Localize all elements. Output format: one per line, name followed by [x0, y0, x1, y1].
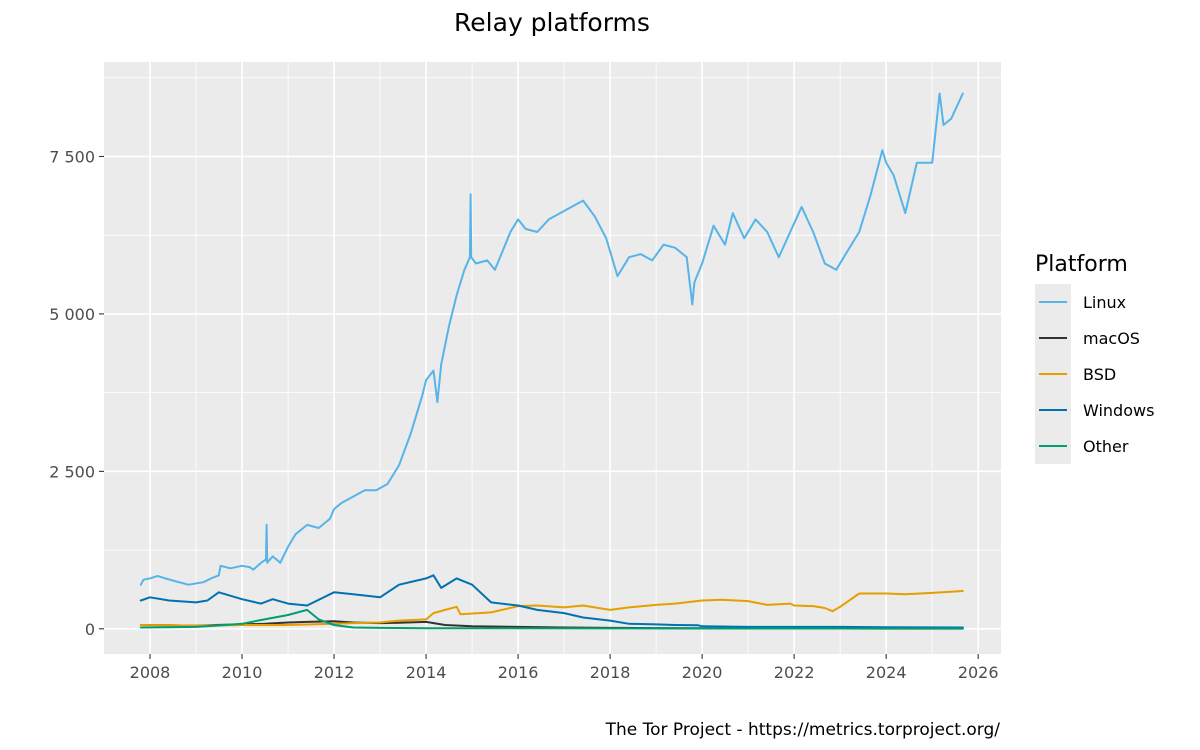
x-tick-label: 2010 [222, 663, 263, 682]
x-tick-label: 2024 [866, 663, 907, 682]
legend-label-bsd: BSD [1083, 365, 1116, 384]
axis-layer: 2008 2010 2012 2014 2016 2018 2020 2022 2024 2026… [49, 147, 998, 682]
legend: Platform Linux macOS BSD Windows Other [1035, 252, 1154, 464]
series-line-other [139, 608, 964, 630]
chart-caption: The Tor Project - https://metrics.torpro… [605, 720, 1001, 740]
y-tick-label: 2 500 [49, 462, 95, 481]
plot-panel [104, 62, 1001, 654]
x-tick-label: 2022 [774, 663, 815, 682]
series-line-bsd [139, 590, 964, 627]
chart-title: Relay platforms [454, 8, 650, 37]
x-tick-label: 2026 [958, 663, 999, 682]
x-tick-label: 2018 [590, 663, 631, 682]
legend-items: Linux macOS BSD Windows Other [1039, 293, 1154, 456]
series-layer [139, 92, 964, 630]
legend-label-windows: Windows [1083, 401, 1154, 420]
legend-label-linux: Linux [1083, 293, 1126, 312]
legend-label-macos: macOS [1083, 329, 1140, 348]
x-tick-label: 2012 [314, 663, 355, 682]
y-tick-label: 5 000 [49, 305, 95, 324]
y-tick-label: 7 500 [49, 147, 95, 166]
series-line-linux [139, 92, 964, 586]
x-tick-label: 2014 [406, 663, 447, 682]
grid-major [104, 62, 1001, 654]
legend-title: Platform [1035, 252, 1128, 277]
legend-label-other: Other [1083, 437, 1129, 456]
series-line-windows [139, 574, 964, 629]
x-tick-label: 2016 [498, 663, 539, 682]
x-tick-label: 2008 [130, 663, 171, 682]
x-tick-label: 2020 [682, 663, 723, 682]
y-tick-label: 0 [85, 620, 95, 639]
grid-minor [104, 62, 1001, 654]
